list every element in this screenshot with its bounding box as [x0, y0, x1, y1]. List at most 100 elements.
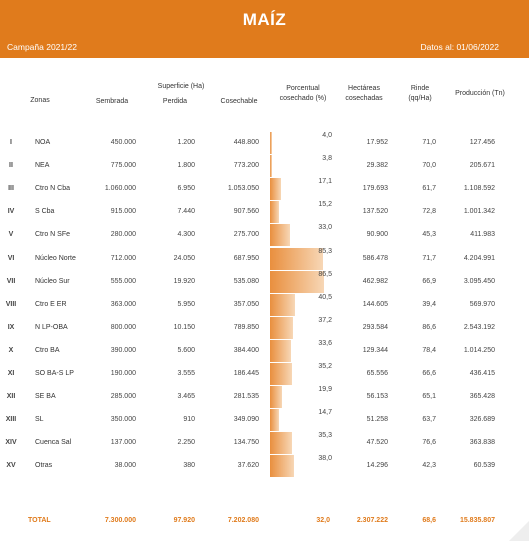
table-row: 4,0 I NOA 450.000 1.200 448.800 17.952 71,0 127.… — [0, 132, 529, 154]
row-porcentual: 35,2 — [318, 363, 332, 370]
pct-bar — [270, 224, 291, 247]
row-sembrada: 350.000 — [110, 416, 136, 424]
row-hectareas: 47.520 — [366, 439, 388, 447]
pct-bar — [270, 270, 324, 293]
total-sembrada: 7.300.000 — [104, 517, 136, 524]
pct-bar — [270, 339, 291, 362]
row-produccion: 365.428 — [469, 393, 495, 401]
row-perdida: 2.250 — [177, 439, 195, 447]
row-cosechable: 773.200 — [233, 162, 259, 170]
row-porcentual: 15,2 — [318, 201, 332, 209]
row-perdida: 10.150 — [173, 323, 195, 331]
row-cosechable: 37.620 — [237, 462, 259, 470]
pct-bar — [270, 386, 283, 409]
pct-bar — [270, 432, 292, 455]
pct-bar — [270, 247, 323, 270]
row-number: VI — [7, 254, 15, 262]
header-cosechable: Cosechable — [220, 98, 258, 105]
row-cosechable: 384.400 — [233, 346, 259, 354]
row-rinde: 76,6 — [422, 439, 436, 447]
row-cosechable: 687.950 — [233, 254, 259, 262]
row-zona: Ctro BA — [35, 346, 60, 354]
row-hectareas: 90.900 — [366, 231, 388, 239]
row-cosechable: 275.700 — [233, 231, 259, 239]
row-cosechable: 186.445 — [233, 370, 259, 377]
row-number: XIV — [5, 439, 17, 447]
row-produccion: 1.108.592 — [463, 185, 495, 193]
row-perdida: 24.050 — [173, 254, 195, 262]
row-cosechable: 349.090 — [233, 416, 259, 424]
row-number: III — [8, 185, 14, 193]
row-number: XV — [6, 462, 16, 470]
row-number: IX — [7, 323, 15, 331]
row-sembrada: 800.000 — [110, 323, 136, 331]
page-title: MAÍZ — [242, 10, 287, 29]
row-sembrada: 775.000 — [110, 162, 136, 170]
total-row: TOTAL 7.300.000 97.920 7.202.080 32,0 2.… — [0, 517, 529, 531]
header-zonas: Zonas — [30, 97, 50, 104]
total-porcentual: 32,0 — [316, 517, 330, 524]
pct-bar — [270, 409, 280, 432]
pct-bar — [270, 455, 294, 478]
row-zona: S Cba — [35, 208, 55, 216]
pct-bar — [270, 178, 281, 201]
row-porcentual: 33,0 — [318, 224, 332, 232]
row-cosechable: 448.800 — [233, 139, 259, 146]
row-cosechable: 789.850 — [233, 323, 259, 331]
header-rinde-1: Rinde — [410, 85, 430, 92]
row-rinde: 39,4 — [422, 300, 436, 308]
table-row: 35,3 XIV Cuenca Sal 137.000 2.250 134.750 47.5… — [0, 432, 529, 455]
row-number: X — [8, 346, 14, 354]
table-row: 35,2 XI SO BA-S LP 190.000 3.555 186.445 65.55… — [0, 363, 529, 385]
row-rinde: 86,6 — [422, 323, 436, 331]
row-hectareas: 56.153 — [366, 393, 388, 401]
pct-bar — [270, 363, 292, 385]
row-zona: Ctro N Cba — [35, 185, 71, 193]
row-number: VII — [6, 277, 16, 285]
row-zona: Núcleo Norte — [35, 254, 76, 262]
row-perdida: 3.555 — [177, 370, 195, 377]
row-produccion: 3.095.450 — [463, 277, 495, 285]
row-hectareas: 586.478 — [362, 254, 388, 262]
row-number: XI — [7, 370, 15, 377]
pct-bar — [270, 316, 294, 339]
row-perdida: 1.800 — [177, 162, 195, 170]
row-produccion: 363.838 — [469, 439, 495, 447]
row-produccion: 60.539 — [473, 462, 495, 470]
row-sembrada: 712.000 — [110, 254, 136, 262]
row-hectareas: 179.693 — [362, 185, 388, 193]
row-zona: NOA — [35, 139, 51, 146]
row-cosechable: 1.053.050 — [227, 185, 259, 193]
campaign-label: Campaña 2021/22 — [7, 42, 77, 52]
row-produccion: 1.014.250 — [463, 346, 495, 354]
row-porcentual: 14,7 — [318, 409, 332, 417]
row-perdida: 19.920 — [173, 277, 195, 285]
row-rinde: 61,7 — [422, 185, 436, 193]
header-superficie: Superficie (Ha) — [157, 83, 205, 90]
row-hectareas: 137.520 — [362, 208, 388, 216]
row-porcentual: 40,5 — [318, 293, 332, 301]
row-perdida: 1.200 — [177, 139, 195, 146]
row-porcentual: 3,8 — [322, 155, 332, 163]
row-hectareas: 51.258 — [366, 416, 388, 424]
row-hectareas: 293.584 — [362, 323, 388, 331]
table-row: 33,0 V Ctro N SFe 280.000 4.300 275.700 90.900… — [0, 224, 529, 247]
row-porcentual: 19,9 — [318, 386, 332, 394]
row-number: V — [8, 231, 14, 239]
table-row: 85,3 VI Núcleo Norte 712.000 24.050 687.950 58… — [0, 247, 529, 270]
row-produccion: 326.689 — [469, 416, 495, 424]
table-row: 3,8 II NEA 775.000 1.800 773.200 29.382 70,0 205… — [0, 155, 529, 178]
row-zona: SL — [35, 416, 44, 424]
total-rinde: 68,6 — [422, 517, 436, 524]
row-sembrada: 555.000 — [110, 277, 136, 285]
row-sembrada: 137.000 — [110, 439, 136, 447]
total-label: TOTAL — [28, 517, 51, 524]
row-produccion: 4.204.991 — [463, 254, 495, 262]
row-sembrada: 280.000 — [110, 231, 136, 239]
row-hectareas: 29.382 — [366, 162, 388, 170]
table-row: 37,2 IX N LP-OBA 800.000 10.150 789.850 293.58… — [0, 316, 529, 339]
row-zona: Ctro E ER — [35, 300, 67, 308]
row-porcentual: 17,1 — [318, 178, 332, 186]
row-rinde: 66,6 — [422, 370, 436, 377]
row-produccion: 569.970 — [469, 300, 495, 308]
